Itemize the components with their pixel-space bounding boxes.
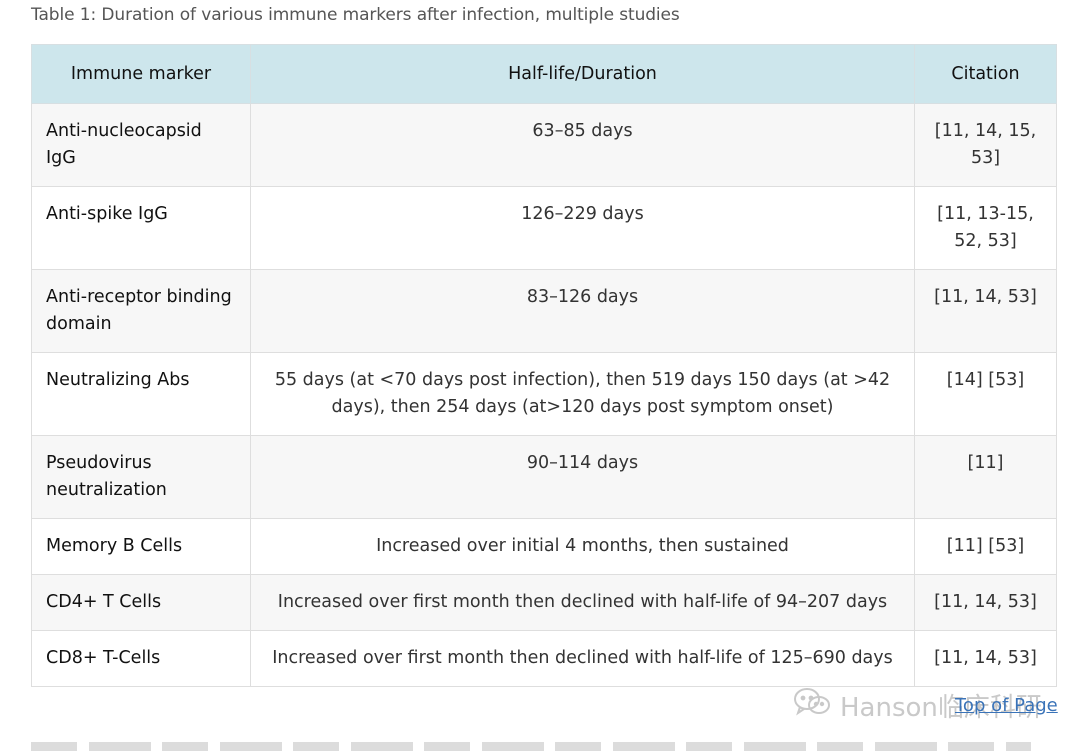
table-caption: Table 1: Duration of various immune mark…: [31, 5, 680, 25]
duration-cell: 126–229 days: [250, 186, 915, 270]
marker-cell: Pseudovirus neutralization: [31, 435, 251, 519]
citation-cell[interactable]: [11, 14, 53]: [914, 630, 1057, 687]
marker-cell: CD8+ T-Cells: [31, 630, 251, 687]
duration-cell: Increased over first month then declined…: [250, 574, 915, 631]
citation-cell[interactable]: [11, 14, 15, 53]: [914, 103, 1057, 187]
duration-cell: 63–85 days: [250, 103, 915, 187]
watermark: Hanson临床科研: [792, 686, 1042, 725]
table-row: Anti-nucleocapsid IgG 63–85 days [11, 14…: [31, 103, 1057, 187]
table-row: CD4+ T Cells Increased over first month …: [31, 574, 1057, 631]
top-of-page-link[interactable]: Top of Page: [955, 695, 1058, 716]
watermark-text: Hanson临床科研: [840, 693, 1042, 723]
table-row: Memory B Cells Increased over initial 4 …: [31, 518, 1057, 575]
table-row: Anti-spike IgG 126–229 days [11, 13-15, …: [31, 186, 1057, 270]
immune-markers-table: Immune marker Half-life/Duration Citatio…: [31, 44, 1057, 687]
table-header-row: Immune marker Half-life/Duration Citatio…: [31, 44, 1057, 104]
duration-cell: 90–114 days: [250, 435, 915, 519]
table-row: Anti-receptor binding domain 83–126 days…: [31, 269, 1057, 353]
citation-cell[interactable]: [11, 14, 53]: [914, 269, 1057, 353]
citation-cell[interactable]: [11, 13-15, 52, 53]: [914, 186, 1057, 270]
marker-cell: CD4+ T Cells: [31, 574, 251, 631]
table-row: CD8+ T-Cells Increased over first month …: [31, 630, 1057, 687]
marker-cell: Memory B Cells: [31, 518, 251, 575]
duration-cell: Increased over first month then declined…: [250, 630, 915, 687]
marker-cell: Anti-receptor binding domain: [31, 269, 251, 353]
header-citation: Citation: [914, 44, 1057, 104]
citation-cell[interactable]: [14] [53]: [914, 352, 1057, 436]
clipped-text-line: [31, 742, 1031, 751]
table-row: Neutralizing Abs 55 days (at <70 days po…: [31, 352, 1057, 436]
wechat-icon: [792, 686, 840, 725]
header-immune-marker: Immune marker: [31, 44, 251, 104]
marker-cell: Anti-nucleocapsid IgG: [31, 103, 251, 187]
table-row: Pseudovirus neutralization 90–114 days […: [31, 435, 1057, 519]
marker-cell: Neutralizing Abs: [31, 352, 251, 436]
citation-cell[interactable]: [11]: [914, 435, 1057, 519]
duration-cell: 83–126 days: [250, 269, 915, 353]
duration-cell: 55 days (at <70 days post infection), th…: [250, 352, 915, 436]
citation-cell[interactable]: [11, 14, 53]: [914, 574, 1057, 631]
duration-cell: Increased over initial 4 months, then su…: [250, 518, 915, 575]
citation-cell[interactable]: [11] [53]: [914, 518, 1057, 575]
header-half-life-duration: Half-life/Duration: [250, 44, 915, 104]
marker-cell: Anti-spike IgG: [31, 186, 251, 270]
